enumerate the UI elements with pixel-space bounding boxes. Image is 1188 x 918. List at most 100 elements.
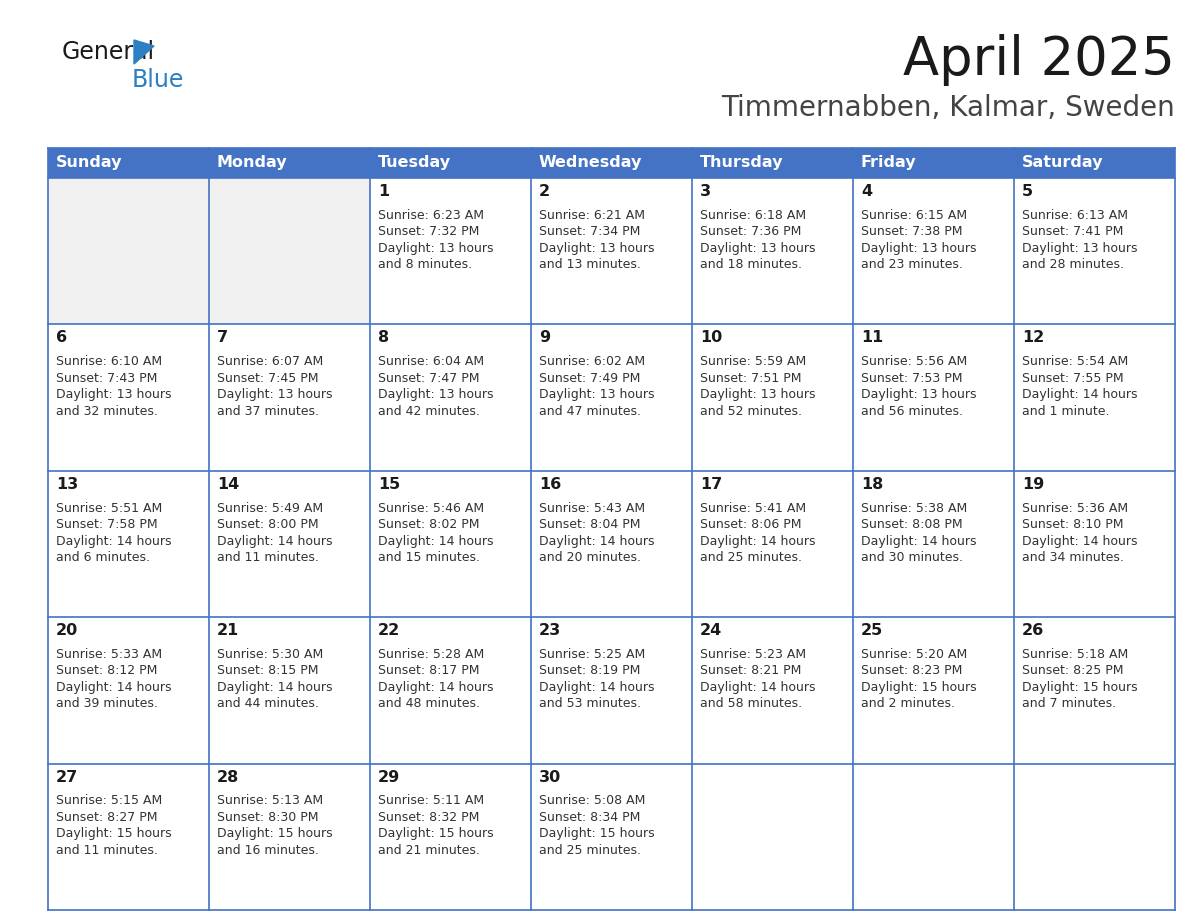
- Text: Sunset: 8:27 PM: Sunset: 8:27 PM: [56, 811, 158, 823]
- Text: Sunset: 8:12 PM: Sunset: 8:12 PM: [56, 665, 157, 677]
- Text: and 23 minutes.: and 23 minutes.: [861, 258, 963, 271]
- Text: Daylight: 15 hours: Daylight: 15 hours: [861, 681, 977, 694]
- FancyBboxPatch shape: [691, 324, 853, 471]
- FancyBboxPatch shape: [369, 471, 531, 617]
- Text: 29: 29: [378, 769, 400, 785]
- FancyBboxPatch shape: [531, 324, 691, 471]
- Text: 1: 1: [378, 184, 390, 199]
- Text: Sunrise: 5:28 AM: Sunrise: 5:28 AM: [378, 648, 485, 661]
- Text: 17: 17: [700, 476, 722, 492]
- Text: 27: 27: [56, 769, 78, 785]
- Text: 19: 19: [1022, 476, 1044, 492]
- Text: 14: 14: [217, 476, 239, 492]
- Text: Daylight: 13 hours: Daylight: 13 hours: [700, 241, 815, 255]
- Text: Sunset: 7:36 PM: Sunset: 7:36 PM: [700, 225, 802, 239]
- Text: Daylight: 14 hours: Daylight: 14 hours: [700, 681, 815, 694]
- Text: Sunset: 8:19 PM: Sunset: 8:19 PM: [539, 665, 640, 677]
- Text: 20: 20: [56, 623, 78, 638]
- Text: Sunset: 7:49 PM: Sunset: 7:49 PM: [539, 372, 640, 385]
- Text: 6: 6: [56, 330, 68, 345]
- Polygon shape: [134, 40, 154, 64]
- Text: Sunset: 7:47 PM: Sunset: 7:47 PM: [378, 372, 480, 385]
- Text: Sunrise: 5:46 AM: Sunrise: 5:46 AM: [378, 501, 485, 515]
- Text: and 2 minutes.: and 2 minutes.: [861, 698, 955, 711]
- Text: Sunset: 8:23 PM: Sunset: 8:23 PM: [861, 665, 962, 677]
- Text: Daylight: 13 hours: Daylight: 13 hours: [217, 388, 333, 401]
- Text: Sunset: 8:21 PM: Sunset: 8:21 PM: [700, 665, 802, 677]
- Text: Sunrise: 6:18 AM: Sunrise: 6:18 AM: [700, 208, 807, 222]
- Text: and 53 minutes.: and 53 minutes.: [539, 698, 642, 711]
- Text: Daylight: 13 hours: Daylight: 13 hours: [700, 388, 815, 401]
- Text: Sunrise: 5:38 AM: Sunrise: 5:38 AM: [861, 501, 967, 515]
- Text: Sunrise: 5:54 AM: Sunrise: 5:54 AM: [1022, 355, 1129, 368]
- FancyBboxPatch shape: [853, 324, 1015, 471]
- Text: Daylight: 13 hours: Daylight: 13 hours: [56, 388, 171, 401]
- FancyBboxPatch shape: [48, 617, 209, 764]
- Text: 18: 18: [861, 476, 883, 492]
- Text: Sunrise: 5:33 AM: Sunrise: 5:33 AM: [56, 648, 162, 661]
- FancyBboxPatch shape: [531, 471, 691, 617]
- Text: Daylight: 14 hours: Daylight: 14 hours: [861, 534, 977, 547]
- Text: and 20 minutes.: and 20 minutes.: [539, 551, 642, 564]
- FancyBboxPatch shape: [691, 471, 853, 617]
- Text: Sunset: 8:02 PM: Sunset: 8:02 PM: [378, 518, 480, 531]
- Text: Sunset: 7:34 PM: Sunset: 7:34 PM: [539, 225, 640, 239]
- Text: 11: 11: [861, 330, 883, 345]
- FancyBboxPatch shape: [48, 148, 1175, 178]
- Text: 4: 4: [861, 184, 872, 199]
- FancyBboxPatch shape: [1015, 617, 1175, 764]
- Text: Daylight: 15 hours: Daylight: 15 hours: [56, 827, 171, 840]
- Text: 8: 8: [378, 330, 390, 345]
- Text: 10: 10: [700, 330, 722, 345]
- Text: 24: 24: [700, 623, 722, 638]
- Text: 21: 21: [217, 623, 239, 638]
- Text: Blue: Blue: [132, 68, 184, 92]
- Text: 7: 7: [217, 330, 228, 345]
- FancyBboxPatch shape: [1015, 471, 1175, 617]
- Text: Sunset: 7:43 PM: Sunset: 7:43 PM: [56, 372, 157, 385]
- Text: Sunset: 8:00 PM: Sunset: 8:00 PM: [217, 518, 318, 531]
- FancyBboxPatch shape: [48, 471, 209, 617]
- FancyBboxPatch shape: [369, 178, 531, 324]
- FancyBboxPatch shape: [853, 471, 1015, 617]
- Text: and 42 minutes.: and 42 minutes.: [378, 405, 480, 418]
- Text: Daylight: 13 hours: Daylight: 13 hours: [539, 388, 655, 401]
- Text: Daylight: 14 hours: Daylight: 14 hours: [56, 534, 171, 547]
- Text: Sunrise: 5:11 AM: Sunrise: 5:11 AM: [378, 794, 485, 807]
- Text: Sunset: 8:15 PM: Sunset: 8:15 PM: [217, 665, 318, 677]
- Text: and 25 minutes.: and 25 minutes.: [539, 844, 642, 856]
- Text: April 2025: April 2025: [903, 34, 1175, 86]
- Text: Daylight: 14 hours: Daylight: 14 hours: [1022, 388, 1137, 401]
- Text: Daylight: 15 hours: Daylight: 15 hours: [539, 827, 655, 840]
- Text: Sunset: 7:51 PM: Sunset: 7:51 PM: [700, 372, 802, 385]
- Text: 28: 28: [217, 769, 239, 785]
- FancyBboxPatch shape: [369, 617, 531, 764]
- FancyBboxPatch shape: [1015, 178, 1175, 324]
- Text: 13: 13: [56, 476, 78, 492]
- FancyBboxPatch shape: [209, 178, 369, 324]
- Text: Sunrise: 5:20 AM: Sunrise: 5:20 AM: [861, 648, 967, 661]
- FancyBboxPatch shape: [48, 178, 209, 324]
- Text: 22: 22: [378, 623, 400, 638]
- Text: Sunset: 8:17 PM: Sunset: 8:17 PM: [378, 665, 480, 677]
- Text: Wednesday: Wednesday: [539, 155, 643, 171]
- Text: Sunrise: 5:13 AM: Sunrise: 5:13 AM: [217, 794, 323, 807]
- Text: Sunset: 8:32 PM: Sunset: 8:32 PM: [378, 811, 480, 823]
- Text: and 37 minutes.: and 37 minutes.: [217, 405, 320, 418]
- Text: Sunrise: 6:07 AM: Sunrise: 6:07 AM: [217, 355, 323, 368]
- Text: and 47 minutes.: and 47 minutes.: [539, 405, 642, 418]
- Text: Sunrise: 5:30 AM: Sunrise: 5:30 AM: [217, 648, 323, 661]
- Text: Daylight: 14 hours: Daylight: 14 hours: [217, 534, 333, 547]
- Text: and 58 minutes.: and 58 minutes.: [700, 698, 802, 711]
- Text: Daylight: 15 hours: Daylight: 15 hours: [378, 827, 494, 840]
- Text: 16: 16: [539, 476, 561, 492]
- Text: Sunday: Sunday: [56, 155, 122, 171]
- Text: Sunset: 8:25 PM: Sunset: 8:25 PM: [1022, 665, 1124, 677]
- Text: and 11 minutes.: and 11 minutes.: [217, 551, 318, 564]
- Text: 3: 3: [700, 184, 712, 199]
- Text: Sunrise: 5:23 AM: Sunrise: 5:23 AM: [700, 648, 807, 661]
- Text: and 15 minutes.: and 15 minutes.: [378, 551, 480, 564]
- Text: Daylight: 14 hours: Daylight: 14 hours: [539, 534, 655, 547]
- Text: Friday: Friday: [861, 155, 917, 171]
- FancyBboxPatch shape: [853, 617, 1015, 764]
